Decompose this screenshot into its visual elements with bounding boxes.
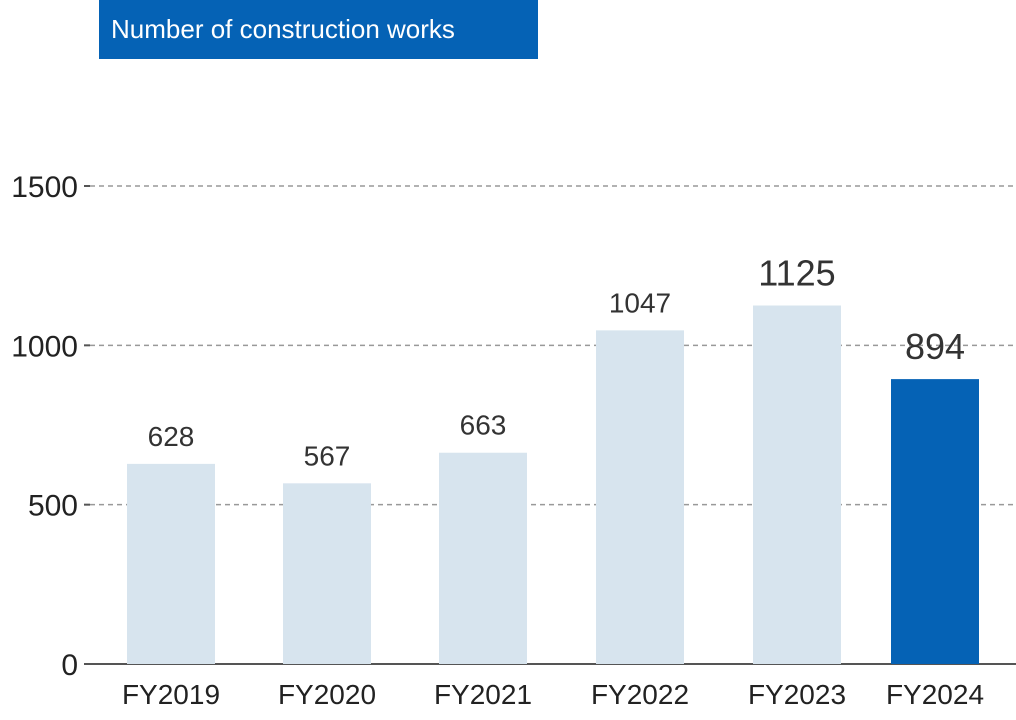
x-tick-label-FY2022: FY2022 bbox=[591, 679, 689, 710]
x-tick-label-FY2021: FY2021 bbox=[434, 679, 532, 710]
y-tick-label-500: 500 bbox=[28, 490, 78, 523]
value-label-FY2021: 663 bbox=[460, 410, 507, 441]
axis-layer: 0 500 1000 1500 bbox=[11, 171, 1016, 682]
value-label-FY2024: 894 bbox=[905, 326, 965, 367]
grid-layer bbox=[90, 185, 1016, 506]
y-tick-label-1500: 1500 bbox=[11, 171, 78, 204]
bar-FY2021 bbox=[439, 452, 527, 664]
x-tick-label-FY2023: FY2023 bbox=[748, 679, 846, 710]
x-tick-label-FY2024: FY2024 bbox=[886, 679, 984, 710]
bar-FY2024 bbox=[891, 379, 979, 664]
x-tick-label-FY2020: FY2020 bbox=[278, 679, 376, 710]
y-tick-label-0: 0 bbox=[61, 649, 78, 682]
bar-FY2019 bbox=[127, 463, 215, 664]
value-label-FY2020: 567 bbox=[304, 440, 351, 471]
bar-FY2023 bbox=[753, 305, 841, 664]
value-label-FY2023: 1125 bbox=[758, 253, 835, 294]
bars-layer bbox=[127, 305, 979, 664]
value-label-FY2022: 1047 bbox=[609, 287, 671, 318]
labels-layer: 628 FY2019 567 FY2020 663 FY2021 1047 FY2022 112… bbox=[122, 253, 984, 711]
y-tick-label-1000: 1000 bbox=[11, 330, 78, 363]
bar-FY2022 bbox=[596, 330, 684, 664]
x-tick-label-FY2019: FY2019 bbox=[122, 679, 220, 710]
value-label-FY2019: 628 bbox=[148, 421, 195, 452]
chart-title: Number of construction works bbox=[99, 0, 538, 59]
bar-FY2020 bbox=[283, 483, 371, 664]
